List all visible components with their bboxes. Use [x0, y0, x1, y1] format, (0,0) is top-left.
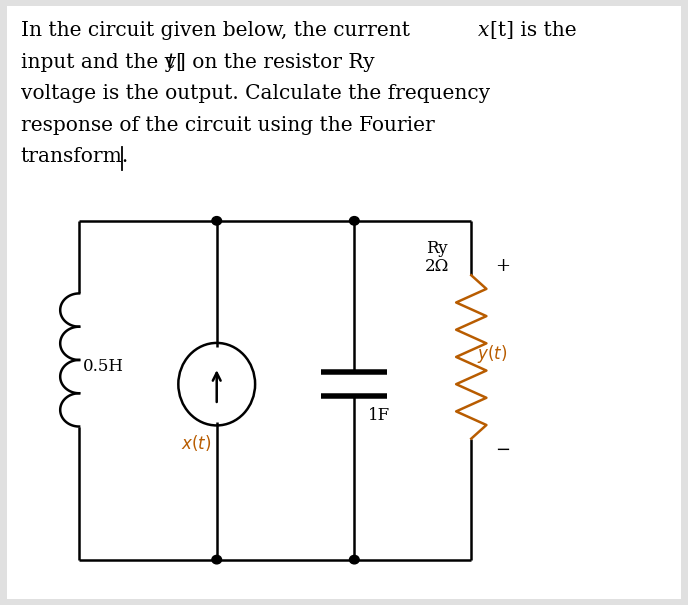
Text: $y(t)$: $y(t)$	[477, 343, 507, 365]
Text: transform.: transform.	[21, 147, 129, 166]
Text: response of the circuit using the Fourier: response of the circuit using the Fourie…	[21, 116, 434, 134]
Text: [t] is the: [t] is the	[490, 21, 577, 40]
Circle shape	[212, 217, 222, 225]
Text: t: t	[167, 53, 175, 71]
Text: +: +	[495, 257, 510, 275]
FancyBboxPatch shape	[52, 230, 630, 587]
Text: x: x	[477, 21, 489, 40]
Circle shape	[350, 555, 359, 564]
Text: Ry: Ry	[426, 240, 448, 257]
Circle shape	[350, 217, 359, 225]
Text: 1F: 1F	[368, 407, 390, 424]
Text: $x(t)$: $x(t)$	[181, 433, 211, 453]
Circle shape	[212, 555, 222, 564]
Text: −: −	[495, 440, 510, 459]
Text: ] on the resistor Ry: ] on the resistor Ry	[178, 53, 374, 71]
Text: 2Ω: 2Ω	[424, 258, 449, 275]
Text: input and the y[: input and the y[	[21, 53, 184, 71]
Text: In the circuit given below, the current: In the circuit given below, the current	[21, 21, 416, 40]
Text: voltage is the output. Calculate the frequency: voltage is the output. Calculate the fre…	[21, 84, 490, 103]
FancyBboxPatch shape	[7, 6, 681, 599]
Text: 0.5H: 0.5H	[83, 358, 124, 374]
